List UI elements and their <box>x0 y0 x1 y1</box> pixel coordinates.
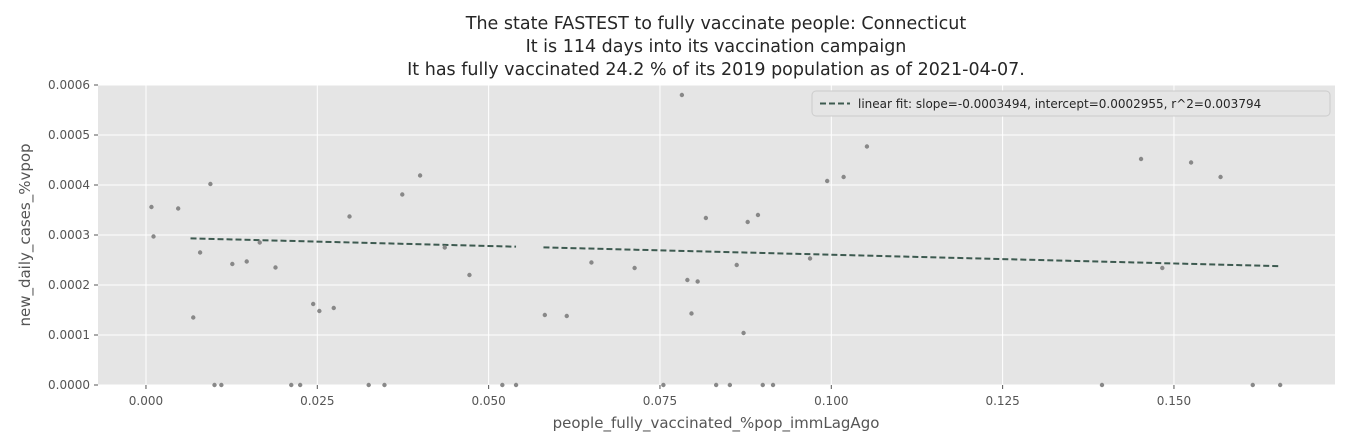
data-point <box>197 250 203 255</box>
data-point <box>273 265 278 270</box>
x-tick-label: 0.150 <box>1157 394 1191 408</box>
data-point <box>542 312 548 318</box>
data-point <box>257 240 262 245</box>
gridlines <box>98 84 1335 386</box>
legend-box <box>811 90 1331 117</box>
data-point <box>331 305 336 311</box>
data-point <box>219 382 224 388</box>
x-axis-label: people_fully_vaccinated_%pop_immLagAgo <box>553 414 880 433</box>
data-point <box>727 382 733 388</box>
data-point <box>347 214 352 219</box>
data-point <box>589 260 594 265</box>
data-point <box>208 181 213 187</box>
data-point <box>175 206 181 211</box>
data-point <box>467 272 472 278</box>
data-point <box>661 382 666 388</box>
data-point <box>1099 382 1105 388</box>
data-point <box>310 301 316 307</box>
data-point <box>151 234 156 239</box>
y-tick-label: 0.0003 <box>48 228 90 242</box>
data-point <box>417 173 423 178</box>
x-tick-label: 0.075 <box>643 394 677 408</box>
x-tick-label: 0.100 <box>814 394 848 408</box>
data-point <box>230 261 235 267</box>
y-tick-label: 0.0002 <box>48 278 90 292</box>
data-point <box>297 382 303 388</box>
data-point <box>679 92 685 98</box>
fit-line-segment <box>190 237 517 248</box>
legend-fit-label: linear fit: slope=-0.0003494, intercept=… <box>858 97 1261 111</box>
data-points <box>149 92 1283 388</box>
data-point <box>864 144 870 149</box>
y-tick-label: 0.0005 <box>48 128 90 142</box>
x-tick-label: 0.125 <box>985 394 1019 408</box>
data-point <box>191 315 196 320</box>
data-point <box>741 330 746 336</box>
chart-title-line-3: It has fully vaccinated 24.2 % of its 20… <box>407 60 1025 80</box>
data-point <box>1188 160 1194 165</box>
data-point <box>807 256 813 261</box>
data-point <box>149 204 154 210</box>
x-tick-label: 0.025 <box>300 394 334 408</box>
data-point <box>689 311 694 316</box>
y-axis-label: new_daily_cases_%vpop <box>16 143 35 326</box>
data-point <box>755 212 761 218</box>
data-point <box>703 215 709 221</box>
tick-labels: 0.000 0.025 0.050 0.075 0.100 0.125 0.150 0.000… <box>48 78 1191 408</box>
linear-fit-line <box>190 237 1281 268</box>
data-point <box>212 382 217 388</box>
data-point <box>1138 156 1144 162</box>
y-tick-label: 0.0006 <box>48 78 90 92</box>
data-point <box>760 382 765 388</box>
data-point <box>745 219 750 225</box>
data-point <box>513 382 519 388</box>
y-tick-label: 0.0000 <box>48 378 90 392</box>
x-tick-label: 0.000 <box>129 394 163 408</box>
data-point <box>632 265 637 271</box>
data-point <box>695 279 700 284</box>
data-point <box>289 382 294 388</box>
data-point <box>770 382 776 388</box>
data-point <box>685 277 690 283</box>
data-point <box>564 313 569 319</box>
legend: linear fit: slope=-0.0003494, intercept=… <box>811 90 1331 117</box>
chart-title-line-2: It is 114 days into its vaccination camp… <box>526 37 907 57</box>
y-tick-label: 0.0004 <box>48 178 90 192</box>
data-point <box>500 382 505 388</box>
data-point <box>824 178 830 184</box>
data-point <box>400 192 405 197</box>
data-point <box>244 259 249 264</box>
data-point <box>442 245 447 250</box>
data-point <box>713 382 719 388</box>
data-point <box>1277 382 1283 388</box>
data-point <box>366 382 371 388</box>
fit-line-segment <box>543 246 1281 268</box>
data-point <box>1218 174 1223 180</box>
x-tick-label: 0.050 <box>471 394 505 408</box>
data-point <box>317 308 322 314</box>
data-point <box>1160 265 1165 271</box>
data-point <box>841 174 846 180</box>
chart-title-line-1: The state FASTEST to fully vaccinate peo… <box>465 14 967 34</box>
data-point <box>382 382 387 388</box>
data-point <box>1250 382 1255 388</box>
data-point <box>734 262 739 268</box>
y-tick-label: 0.0001 <box>48 328 90 342</box>
